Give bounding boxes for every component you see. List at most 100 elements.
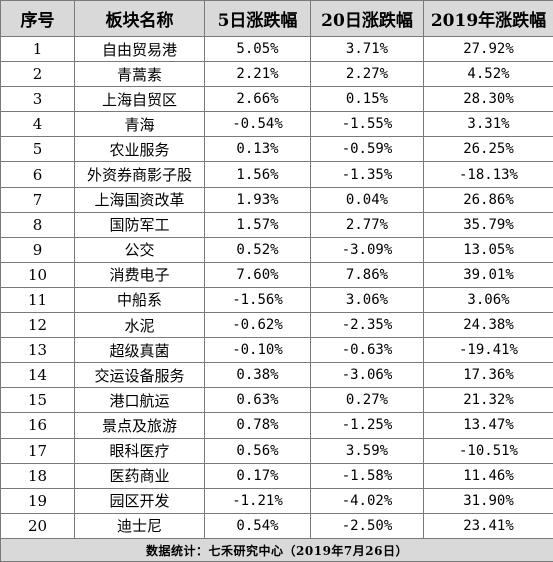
cell-change-2019: -19.41% — [423, 337, 553, 364]
cell-sector: 景点及旅游 — [74, 412, 205, 439]
cell-change-20d: -2.35% — [310, 312, 424, 339]
table-row: 12 水泥 -0.62% -2.35% 24.38% — [0, 312, 553, 339]
table-row: 13 超级真菌 -0.10% -0.63% -19.41% — [0, 337, 553, 364]
table-row: 19 园区开发 -1.21% -4.02% 31.90% — [0, 487, 553, 514]
cell-index: 15 — [0, 387, 75, 414]
cell-index: 16 — [0, 412, 75, 439]
table-row: 17 眼科医疗 0.56% 3.59% -10.51% — [0, 437, 553, 464]
cell-change-2019: 35.79% — [423, 211, 553, 238]
cell-change-20d: -4.02% — [310, 487, 424, 514]
cell-sector: 水泥 — [74, 312, 205, 339]
cell-index: 8 — [0, 211, 75, 238]
table-row: 18 医药商业 0.17% -1.58% 11.46% — [0, 462, 553, 489]
cell-change-20d: 2.27% — [310, 61, 424, 88]
cell-change-20d: 0.15% — [310, 86, 424, 113]
header-index: 序号 — [0, 0, 75, 37]
table-row: 6 外资券商影子股 1.56% -1.35% -18.13% — [0, 161, 553, 188]
cell-change-5d: -1.56% — [204, 286, 311, 314]
cell-change-2019: -10.51% — [423, 437, 553, 464]
cell-change-20d: 2.77% — [310, 211, 424, 238]
cell-change-5d: 1.56% — [204, 161, 311, 188]
cell-change-20d: 3.59% — [310, 437, 424, 464]
cell-change-5d: 0.78% — [204, 412, 311, 439]
cell-change-2019: 26.25% — [423, 136, 553, 163]
cell-change-20d: -0.59% — [310, 136, 424, 163]
cell-index: 9 — [0, 236, 75, 263]
cell-change-2019: 17.36% — [423, 362, 553, 389]
cell-sector: 港口航运 — [74, 387, 205, 414]
cell-change-5d: 1.57% — [204, 211, 311, 238]
table-body: 1 自由贸易港 5.05% 3.71% 27.92% 2 青蒿素 2.21% 2.27% 4.52… — [0, 35, 553, 540]
cell-index: 20 — [0, 512, 75, 540]
data-source-note: 数据统计：七禾研究中心（2019年7月26日） — [0, 538, 553, 562]
cell-index: 18 — [0, 462, 75, 489]
cell-sector: 交运设备服务 — [74, 362, 205, 389]
table-header: 序号 板块名称 5日涨跌幅 20日涨跌幅 2019年涨跌幅 — [0, 0, 553, 37]
cell-index: 13 — [0, 337, 75, 364]
cell-change-20d: -0.63% — [310, 337, 424, 364]
cell-sector: 外资券商影子股 — [74, 161, 205, 188]
cell-change-5d: 0.54% — [204, 512, 311, 540]
table-row: 7 上海国资改革 1.93% 0.04% 26.86% — [0, 186, 553, 213]
cell-change-2019: 3.31% — [423, 111, 553, 138]
cell-sector: 青蒿素 — [74, 61, 205, 88]
cell-sector: 上海自贸区 — [74, 86, 205, 113]
header-change-5d: 5日涨跌幅 — [204, 0, 311, 37]
cell-change-20d: -1.25% — [310, 412, 424, 439]
cell-sector: 迪士尼 — [74, 512, 205, 540]
cell-change-2019: -18.13% — [423, 161, 553, 188]
cell-sector: 上海国资改革 — [74, 186, 205, 213]
cell-sector: 农业服务 — [74, 136, 205, 163]
cell-sector: 超级真菌 — [74, 337, 205, 364]
cell-change-20d: -1.55% — [310, 111, 424, 138]
cell-sector: 国防军工 — [74, 211, 205, 238]
cell-sector: 医药商业 — [74, 462, 205, 489]
cell-index: 17 — [0, 437, 75, 464]
cell-index: 12 — [0, 312, 75, 339]
cell-change-20d: -1.58% — [310, 462, 424, 489]
cell-sector: 园区开发 — [74, 487, 205, 514]
cell-sector: 公交 — [74, 236, 205, 263]
cell-sector: 眼科医疗 — [74, 437, 205, 464]
cell-index: 11 — [0, 286, 75, 314]
cell-change-5d: -1.21% — [204, 487, 311, 514]
table-row: 20 迪士尼 0.54% -2.50% 23.41% — [0, 512, 553, 540]
cell-index: 10 — [0, 261, 75, 288]
cell-index: 7 — [0, 186, 75, 213]
cell-change-5d: 0.63% — [204, 387, 311, 414]
cell-change-20d: -1.35% — [310, 161, 424, 188]
cell-change-20d: 3.06% — [310, 286, 424, 314]
cell-change-5d: 2.21% — [204, 61, 311, 88]
table-row: 3 上海自贸区 2.66% 0.15% 28.30% — [0, 86, 553, 113]
cell-change-20d: -3.06% — [310, 362, 424, 389]
table-row: 9 公交 0.52% -3.09% 13.05% — [0, 236, 553, 263]
cell-sector: 消费电子 — [74, 261, 205, 288]
cell-change-20d: -3.09% — [310, 236, 424, 263]
table-row: 10 消费电子 7.60% 7.86% 39.01% — [0, 261, 553, 288]
cell-change-5d: -0.10% — [204, 337, 311, 364]
cell-change-5d: -0.54% — [204, 111, 311, 138]
cell-change-5d: 1.93% — [204, 186, 311, 213]
cell-change-2019: 4.52% — [423, 61, 553, 88]
cell-change-5d: 7.60% — [204, 261, 311, 288]
header-change-2019: 2019年涨跌幅 — [423, 0, 553, 37]
table-row: 8 国防军工 1.57% 2.77% 35.79% — [0, 211, 553, 238]
table-row: 2 青蒿素 2.21% 2.27% 4.52% — [0, 61, 553, 88]
cell-index: 1 — [0, 35, 75, 63]
cell-change-2019: 11.46% — [423, 462, 553, 489]
header-row: 序号 板块名称 5日涨跌幅 20日涨跌幅 2019年涨跌幅 — [0, 0, 553, 37]
table-row: 4 青海 -0.54% -1.55% 3.31% — [0, 111, 553, 138]
cell-index: 2 — [0, 61, 75, 88]
cell-index: 5 — [0, 136, 75, 163]
cell-index: 14 — [0, 362, 75, 389]
cell-change-5d: 2.66% — [204, 86, 311, 113]
cell-change-2019: 24.38% — [423, 312, 553, 339]
table-row: 14 交运设备服务 0.38% -3.06% 17.36% — [0, 362, 553, 389]
cell-change-2019: 31.90% — [423, 487, 553, 514]
cell-change-2019: 23.41% — [423, 512, 553, 540]
cell-change-2019: 3.06% — [423, 286, 553, 314]
header-sector: 板块名称 — [74, 0, 205, 37]
cell-change-2019: 26.86% — [423, 186, 553, 213]
cell-sector: 青海 — [74, 111, 205, 138]
